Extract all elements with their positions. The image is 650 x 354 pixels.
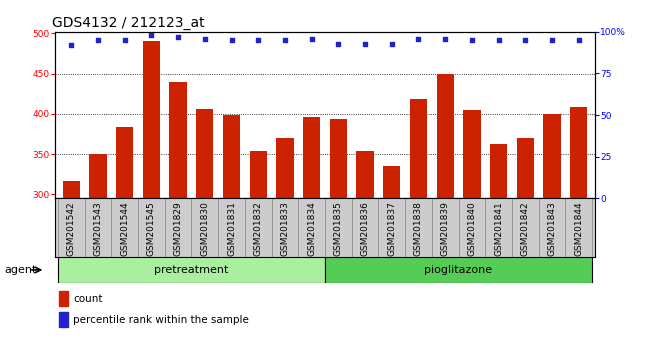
- Bar: [486, 198, 512, 257]
- Bar: [58, 257, 325, 283]
- Text: count: count: [73, 293, 103, 304]
- Text: GSM201830: GSM201830: [200, 201, 209, 256]
- Bar: [378, 198, 405, 257]
- Point: [547, 37, 557, 43]
- Bar: [325, 257, 592, 283]
- Point: [280, 37, 290, 43]
- Text: pioglitazone: pioglitazone: [424, 265, 493, 275]
- Text: pretreatment: pretreatment: [154, 265, 229, 275]
- Bar: [383, 166, 400, 354]
- Text: GSM201835: GSM201835: [334, 201, 343, 256]
- Bar: [458, 198, 486, 257]
- Bar: [250, 151, 267, 354]
- Bar: [138, 198, 164, 257]
- Bar: [570, 107, 588, 354]
- Bar: [111, 198, 138, 257]
- Bar: [352, 198, 378, 257]
- Point: [93, 37, 103, 43]
- Text: GSM201832: GSM201832: [254, 201, 263, 256]
- Bar: [330, 119, 347, 354]
- Bar: [116, 127, 133, 354]
- Bar: [223, 115, 240, 354]
- Bar: [539, 198, 566, 257]
- Text: GSM201837: GSM201837: [387, 201, 396, 256]
- Text: GSM201545: GSM201545: [147, 201, 156, 256]
- Point: [440, 36, 450, 41]
- Bar: [405, 198, 432, 257]
- Bar: [272, 198, 298, 257]
- Text: GDS4132 / 212123_at: GDS4132 / 212123_at: [52, 16, 205, 30]
- Text: GSM201843: GSM201843: [547, 201, 556, 256]
- Text: GSM201829: GSM201829: [174, 201, 183, 256]
- Point: [253, 37, 263, 43]
- Bar: [143, 41, 160, 354]
- Bar: [218, 198, 245, 257]
- Text: GSM201542: GSM201542: [67, 201, 76, 256]
- Bar: [164, 198, 192, 257]
- Point: [360, 41, 370, 46]
- Text: GSM201839: GSM201839: [441, 201, 450, 256]
- Bar: [410, 99, 427, 354]
- Text: GSM201833: GSM201833: [280, 201, 289, 256]
- Text: agent: agent: [5, 265, 37, 275]
- Point: [66, 42, 77, 48]
- Bar: [490, 144, 507, 354]
- Bar: [543, 114, 561, 354]
- Point: [333, 41, 344, 46]
- Bar: [276, 138, 294, 354]
- Text: GSM201844: GSM201844: [574, 201, 583, 256]
- Bar: [59, 291, 68, 306]
- Text: GSM201840: GSM201840: [467, 201, 476, 256]
- Text: GSM201543: GSM201543: [94, 201, 103, 256]
- Point: [200, 36, 210, 41]
- Text: GSM201838: GSM201838: [414, 201, 423, 256]
- Text: GSM201834: GSM201834: [307, 201, 316, 256]
- Point: [573, 37, 584, 43]
- Bar: [62, 181, 80, 354]
- Bar: [245, 198, 272, 257]
- Point: [387, 41, 397, 46]
- Bar: [59, 312, 68, 327]
- Text: GSM201836: GSM201836: [361, 201, 370, 256]
- Text: GSM201842: GSM201842: [521, 201, 530, 256]
- Bar: [432, 198, 458, 257]
- Point: [226, 37, 237, 43]
- Bar: [517, 138, 534, 354]
- Point: [146, 32, 157, 38]
- Bar: [325, 198, 352, 257]
- Bar: [437, 74, 454, 354]
- Text: percentile rank within the sample: percentile rank within the sample: [73, 315, 249, 325]
- Point: [493, 37, 504, 43]
- Bar: [192, 198, 218, 257]
- Text: GSM201831: GSM201831: [227, 201, 236, 256]
- Bar: [463, 110, 480, 354]
- Bar: [512, 198, 539, 257]
- Bar: [298, 198, 325, 257]
- Bar: [196, 109, 213, 354]
- Bar: [58, 198, 84, 257]
- Bar: [303, 117, 320, 354]
- Bar: [89, 154, 107, 354]
- Point: [306, 36, 317, 41]
- Text: GSM201841: GSM201841: [494, 201, 503, 256]
- Point: [413, 36, 424, 41]
- Point: [520, 37, 530, 43]
- Bar: [84, 198, 111, 257]
- Text: GSM201544: GSM201544: [120, 201, 129, 256]
- Point: [467, 37, 477, 43]
- Bar: [356, 151, 374, 354]
- Bar: [566, 198, 592, 257]
- Bar: [170, 82, 187, 354]
- Point: [173, 34, 183, 40]
- Point: [120, 37, 130, 43]
